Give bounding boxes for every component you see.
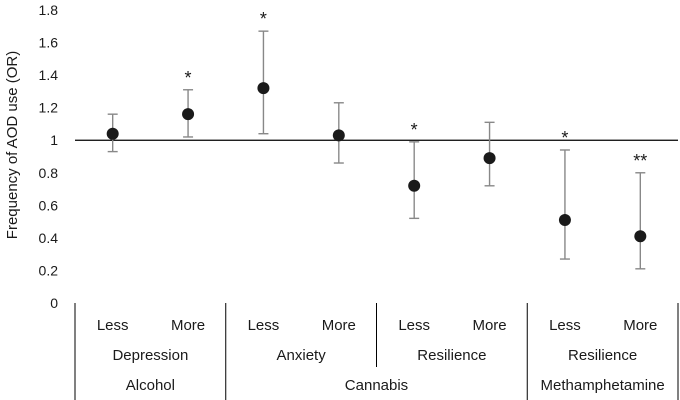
y-tick-label: 1.2 xyxy=(39,100,59,116)
y-tick-label: 0.8 xyxy=(39,165,59,181)
significance-marker: * xyxy=(260,9,267,29)
y-tick-label: 1.6 xyxy=(39,35,59,51)
significance-marker: ** xyxy=(633,151,647,171)
substance-label: Methamphetamine xyxy=(541,377,665,394)
error-bar xyxy=(635,172,646,270)
level-label: Less xyxy=(97,317,129,334)
level-label: Less xyxy=(549,317,581,334)
y-tick-label: 0.2 xyxy=(39,262,59,278)
level-label: More xyxy=(623,317,657,334)
data-point xyxy=(106,127,119,140)
y-axis: 0 0.2 0.4 0.6 0.8 1 1.2 1.4 1.6 1.8 xyxy=(39,2,678,311)
y-tick-label: 1 xyxy=(50,132,58,148)
group-label: Resilience xyxy=(417,347,486,364)
significance-markers: *** *** xyxy=(185,9,648,171)
group-label: Resilience xyxy=(568,347,637,364)
y-axis-label: Frequency of AOD use (OR) xyxy=(4,51,21,239)
substance-label: Alcohol xyxy=(126,377,175,394)
y-tick-label: 0.4 xyxy=(39,230,59,246)
group-label: Depression xyxy=(112,347,188,364)
significance-marker: * xyxy=(561,128,568,148)
y-tick-label: 1.4 xyxy=(39,67,59,83)
level-label: More xyxy=(472,317,506,334)
data-point xyxy=(257,82,270,95)
data-point xyxy=(558,213,571,226)
data-point xyxy=(634,230,647,243)
level-label: More xyxy=(322,317,356,334)
x-axis-categories: Less More Less More Less More Less More Depressi… xyxy=(74,303,679,400)
significance-marker: * xyxy=(185,68,192,88)
data-point xyxy=(182,108,195,121)
data-point xyxy=(408,179,421,192)
error-bar xyxy=(559,149,570,260)
level-label: Less xyxy=(398,317,430,334)
group-label: Anxiety xyxy=(277,347,327,364)
y-tick-label: 0 xyxy=(50,295,58,311)
substance-label: Cannabis xyxy=(345,377,408,394)
y-tick-label: 1.8 xyxy=(39,2,59,18)
level-label: Less xyxy=(248,317,280,334)
data-point xyxy=(332,129,345,142)
data-points xyxy=(106,82,647,243)
significance-marker: * xyxy=(411,120,418,140)
data-point xyxy=(483,152,496,165)
level-label: More xyxy=(171,317,205,334)
y-tick-label: 0.6 xyxy=(39,197,59,213)
